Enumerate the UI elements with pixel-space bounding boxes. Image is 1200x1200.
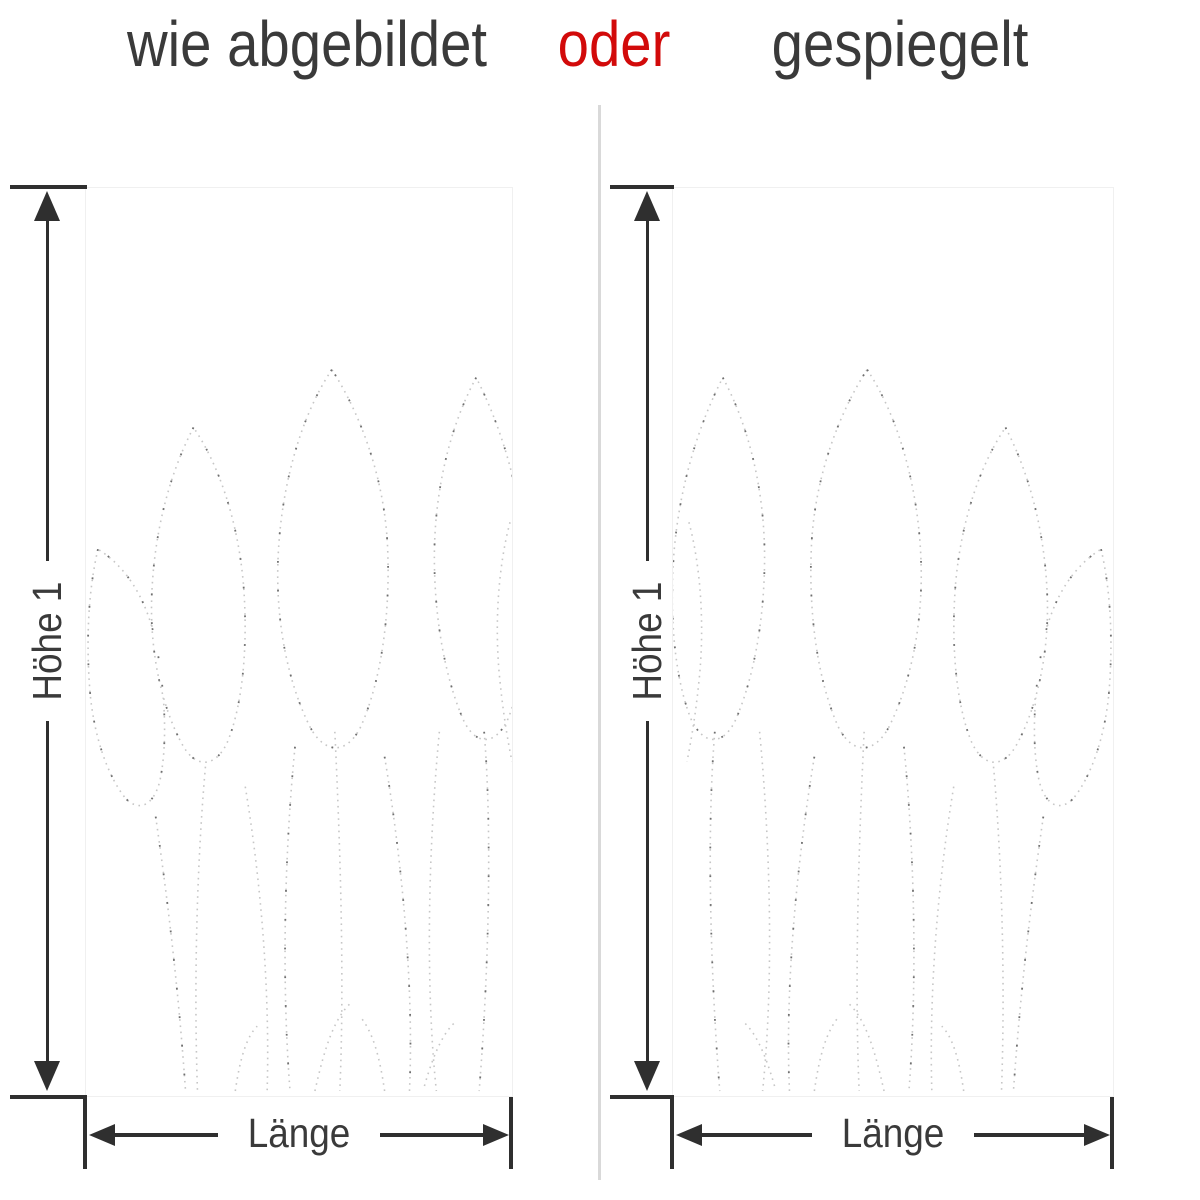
dimension-line [645,221,649,561]
dimension-line [974,1133,1085,1137]
header-option-as-shown: wie abgebildet [126,8,488,80]
dimension-line [45,221,49,561]
dimension-line [645,721,649,1061]
length-label: Länge [841,1109,945,1156]
header-connector-oder: oder [557,8,671,80]
dimension-line [380,1133,484,1137]
length-label: Länge [247,1109,351,1156]
length-left-tick [670,1095,674,1169]
height-top-tick [10,185,87,189]
length-dimension: Länge [89,1112,510,1153]
height-label: Höhe 1 [624,568,670,714]
arrow-left-icon [89,1124,115,1146]
height-bottom-tick [10,1095,87,1099]
dimension-line [45,721,49,1061]
dimension-line [115,1133,218,1137]
length-right-tick [509,1097,513,1169]
arrow-up-icon [634,191,660,221]
panel-divider-line [598,105,601,1180]
arrow-down-icon [34,1061,60,1091]
arrow-up-icon [34,191,60,221]
decal-graphic-mirrored [672,187,1114,1097]
height-bottom-tick [610,1095,674,1099]
dimension-line [702,1133,812,1137]
header-option-mirrored: gespiegelt [771,8,1029,80]
height-dimension: Höhe 1 [624,191,670,1091]
arrow-left-icon [676,1124,702,1146]
arrow-right-icon [483,1124,510,1146]
height-top-tick [610,185,674,189]
length-right-tick [1110,1097,1114,1169]
height-label: Höhe 1 [24,568,70,714]
decal-graphic-original [85,187,513,1097]
crocus-decal-svg [87,367,512,1092]
crocus-decal-mirrored-svg [673,368,1112,1092]
length-left-tick [83,1095,87,1169]
arrow-down-icon [634,1061,660,1091]
length-dimension: Länge [676,1112,1111,1153]
arrow-right-icon [1084,1124,1111,1146]
height-dimension: Höhe 1 [24,191,70,1091]
